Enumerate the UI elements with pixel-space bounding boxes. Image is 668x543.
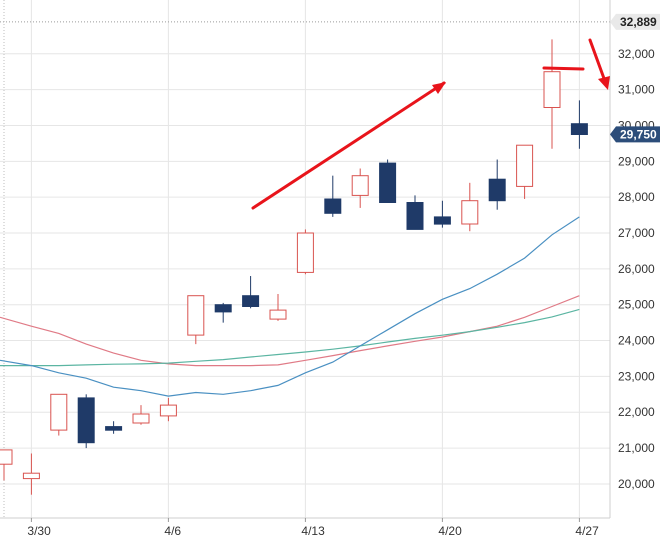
candle-body [461, 200, 479, 225]
current-price-badge: 29,750 [610, 126, 660, 143]
y-tick-label: 25,000 [618, 298, 655, 312]
candle-body [324, 198, 342, 214]
ma-long-line [0, 295, 580, 367]
candle-body [543, 71, 561, 108]
price-badges: 32,889 29,750 [610, 13, 660, 143]
x-axis: 3/30 4/6 4/13 4/20 4/27 [27, 518, 599, 538]
candle-body [0, 449, 13, 465]
ma-short-line [0, 216, 580, 397]
current-price-badge-bg [610, 126, 660, 143]
candle [379, 159, 397, 204]
y-tick-label: 28,000 [618, 190, 655, 204]
y-tick-label: 21,000 [618, 441, 655, 455]
candle [543, 39, 561, 149]
moving-average-lines [0, 216, 580, 397]
x-tick-label: 3/30 [27, 524, 51, 538]
y-tick-label: 32,000 [618, 47, 655, 61]
candle-body [488, 178, 506, 202]
x-tick-label: 4/6 [164, 524, 181, 538]
candle [159, 397, 177, 422]
candle-body [187, 295, 205, 336]
candle-body [22, 472, 40, 480]
x-tick-label: 4/13 [301, 524, 325, 538]
candle-body [242, 295, 260, 308]
y-axis: 20,000 21,000 22,000 23,000 24,000 25,000 26,0… [618, 47, 655, 491]
candle-series [0, 39, 588, 495]
candle-body [406, 202, 424, 230]
candle [516, 144, 534, 199]
candle [105, 421, 123, 434]
candle [296, 229, 314, 275]
y-tick-label: 31,000 [618, 83, 655, 97]
candle [50, 393, 68, 436]
candle-body [516, 144, 534, 187]
candle [0, 449, 13, 481]
current-price-badge-text: 29,750 [620, 127, 657, 141]
y-tick-label: 26,000 [618, 262, 655, 276]
candle [22, 453, 40, 495]
high-price-badge-bg [610, 13, 660, 30]
high-price-badge-text: 32,889 [620, 15, 657, 29]
high-price-badge: 32,889 [610, 13, 660, 30]
candle-body [351, 175, 369, 196]
candle-body [105, 426, 123, 431]
downtrend-arrow-line [588, 38, 608, 86]
x-tick-label: 4/20 [438, 524, 462, 538]
candle [242, 276, 260, 309]
ma-mid-line [0, 308, 580, 367]
candle [324, 175, 342, 217]
y-tick-label: 24,000 [618, 334, 655, 348]
candle [132, 405, 150, 425]
candle-body [269, 309, 287, 320]
y-tick-label: 29,000 [618, 154, 655, 168]
candle [433, 200, 451, 228]
candle [406, 195, 424, 230]
candle-body [132, 413, 150, 424]
uptrend-arrow-line [251, 81, 446, 210]
candle [351, 168, 369, 208]
candle-body [159, 404, 177, 417]
candle-body [77, 397, 95, 444]
candle-body [214, 304, 232, 313]
candle-body [50, 393, 68, 431]
candle-body [433, 216, 451, 225]
candle [77, 394, 95, 449]
chart-grid [0, 0, 611, 519]
candle-body [379, 162, 397, 204]
hand-drawn-annotations [251, 38, 610, 210]
x-tick-label: 4/27 [575, 524, 599, 538]
downtrend-arrowhead [598, 76, 610, 90]
candle-body [570, 123, 588, 135]
candle [214, 302, 232, 323]
y-tick-label: 23,000 [618, 369, 655, 383]
candle [488, 159, 506, 210]
candle [461, 182, 479, 232]
candle [269, 293, 287, 321]
y-tick-label: 27,000 [618, 226, 655, 240]
y-tick-label: 22,000 [618, 405, 655, 419]
candle-body [296, 232, 314, 273]
y-tick-label: 20,000 [618, 477, 655, 491]
uptrend-arrowhead [432, 82, 446, 94]
candle [187, 295, 205, 345]
candle [570, 100, 588, 149]
resistance-mark [542, 66, 585, 71]
